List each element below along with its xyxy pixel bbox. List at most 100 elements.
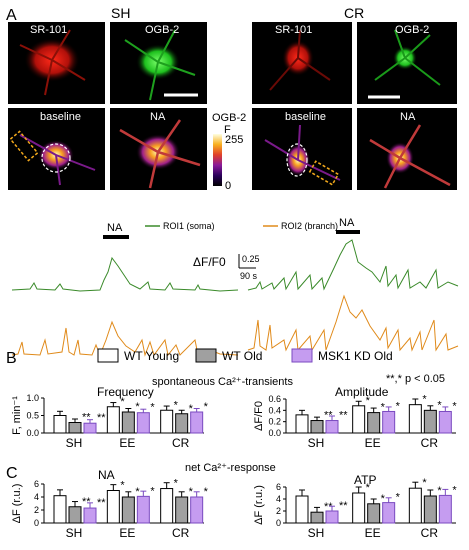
chart-bar-3-2-1	[423, 495, 437, 524]
cr-na-label: NA	[400, 111, 416, 123]
chart-bar-1-2-1	[423, 409, 437, 434]
na-label-left: NA	[107, 222, 123, 234]
section-spontaneous: spontaneous Ca²⁺-transients	[152, 376, 293, 388]
trace-right-roi1	[247, 239, 459, 291]
trace-scale-y-label: ΔF/F0	[193, 255, 226, 269]
chart-ytick-label-2-0: 0	[34, 518, 39, 528]
chart-ytick-label-1-2: 0.4	[268, 405, 281, 415]
chart-bar-0-1-2	[136, 412, 150, 434]
na-application-bar-left	[103, 235, 129, 239]
chart-title-2: NA	[98, 468, 115, 482]
legend-swatch-wt-old	[195, 348, 217, 363]
chart-category-1-1: EE	[365, 436, 381, 450]
chart-ytick-label-0-0: 0.0	[26, 428, 39, 438]
chart-category-0-1: EE	[119, 436, 135, 450]
sh-sr101-label: SR-101	[30, 24, 67, 36]
chart-ylabel-0: F, min⁻¹	[11, 396, 23, 435]
chart-sig-3-0-1: **	[324, 501, 333, 513]
panel-letter-a: A	[6, 7, 17, 24]
cr-roi2-outline	[308, 160, 340, 186]
sh-baseline-tile: baseline	[8, 108, 105, 190]
na-label-right: NA	[339, 217, 355, 229]
chart-bar-3-0-1	[310, 511, 324, 524]
chart-bar-0-2-2	[190, 411, 204, 434]
chart-bar-2-1-2	[136, 495, 150, 524]
chart-bar-1-0-2	[325, 420, 339, 434]
legend-wt-young: WT Young	[124, 349, 179, 363]
colorbar: OGB-2 F 255 0	[212, 112, 246, 192]
cr-ogb-tile: OGB-2	[357, 22, 457, 104]
chart-bar-1-0-1	[310, 420, 324, 434]
chart-bar-1-0-0	[295, 414, 309, 434]
chart-bar-3-2-2	[438, 494, 452, 524]
chart-bar-2-0-2	[83, 507, 97, 524]
chart-category-3-2: CR	[421, 526, 439, 540]
panel-letter-b: B	[6, 350, 17, 367]
chart-ytick-label-1-3: 0.6	[268, 394, 281, 404]
chart-ytick-label-1-0: 0.0	[268, 428, 281, 438]
chart-sig-0-2-0: *	[174, 399, 179, 411]
chart-sig-1-0-1: **	[324, 410, 333, 422]
sh-ogb-tile: OGB-2	[110, 22, 207, 104]
trace-left-roi1	[11, 256, 239, 292]
chart-bar-2-2-2	[190, 496, 204, 524]
chart-bar-1-1-0	[352, 405, 366, 434]
chart-bar-3-1-2	[382, 502, 396, 524]
chart-bar-2-1-1	[121, 496, 135, 524]
chart-bar-0-1-0	[106, 406, 120, 434]
chart-sig-3-1-1: *	[381, 493, 386, 505]
cr-baseline-label: baseline	[285, 111, 326, 123]
chart-sig-2-0-1: **	[82, 496, 91, 508]
chart-sig-2-1-0: *	[120, 480, 125, 492]
chart-bar-3-2-0	[408, 487, 422, 524]
chart-bar-2-0-0	[53, 495, 67, 524]
sh-sr101-tile: SR-101	[8, 22, 105, 104]
sh-na-tile: NA	[110, 108, 207, 190]
legend-wt-old: WT Old	[222, 349, 262, 363]
trace-scale-x-value: 90 s	[240, 271, 258, 281]
chart-sig-2-1-2: *	[150, 485, 155, 497]
sh-roi2-outline	[9, 130, 39, 162]
chart-ytick-label-3-2: 4	[276, 494, 281, 504]
chart-ytick-label-3-1: 2	[276, 506, 281, 516]
cr-condition-label: CR	[344, 5, 364, 21]
roi1-legend: ROI1 (soma)	[163, 221, 215, 231]
chart-category-3-0: SH	[308, 526, 325, 540]
group-legend: WT Young WT Old MSK1 KD Old	[97, 348, 393, 363]
chart-ytick-label-2-3: 6	[34, 479, 39, 489]
chart-bar-0-0-0	[53, 415, 67, 434]
chart-ytick-label-1-1: 0.2	[268, 417, 281, 427]
chart-bar-1-2-0	[408, 404, 422, 434]
chart-ytick-label-2-2: 4	[34, 492, 39, 502]
chart-sig-0-1-0: *	[120, 396, 125, 408]
chart-sig-2-2-1: *	[189, 486, 194, 498]
chart-sig-0-1-2: *	[150, 402, 155, 414]
chart-bar-1-2-2	[438, 410, 452, 434]
chart-ytick-label-3-0: 0	[276, 518, 281, 528]
chart-sig-1-2-1: *	[437, 399, 442, 411]
colorbar-dye-label: OGB-2	[212, 112, 246, 124]
chart-bar-3-1-1	[367, 503, 381, 524]
chart-bar-0-2-1	[175, 413, 189, 434]
chart-sig-2-0-2: **	[97, 497, 106, 509]
chart-category-2-1: EE	[119, 526, 135, 540]
chart-sig-0-0-2: **	[97, 412, 106, 424]
chart-category-1-0: SH	[308, 436, 325, 450]
chart-sig-3-1-2: *	[396, 492, 401, 504]
chart-bar-3-0-0	[295, 495, 309, 524]
trace-right-roi2	[247, 294, 459, 352]
chart-sig-3-2-1: *	[437, 485, 442, 497]
chart-category-2-0: SH	[66, 526, 83, 540]
chart-sig-3-0-2: **	[339, 500, 348, 512]
chart-bar-1-1-2	[382, 410, 396, 434]
significance-note: **,* p < 0.05	[386, 373, 445, 385]
chart-bar-0-1-1	[121, 411, 135, 434]
chart-bar-0-0-1	[68, 422, 82, 434]
chart-bar-3-0-2	[325, 510, 339, 524]
chart-bar-1-1-1	[367, 412, 381, 434]
roi2-legend: ROI2 (branch)	[281, 221, 338, 231]
cr-baseline-tile: baseline	[252, 108, 352, 190]
chart-sig-3-1-0: *	[366, 482, 371, 494]
legend-swatch-wt-young	[97, 348, 119, 363]
na-application-bar-right	[336, 230, 360, 234]
